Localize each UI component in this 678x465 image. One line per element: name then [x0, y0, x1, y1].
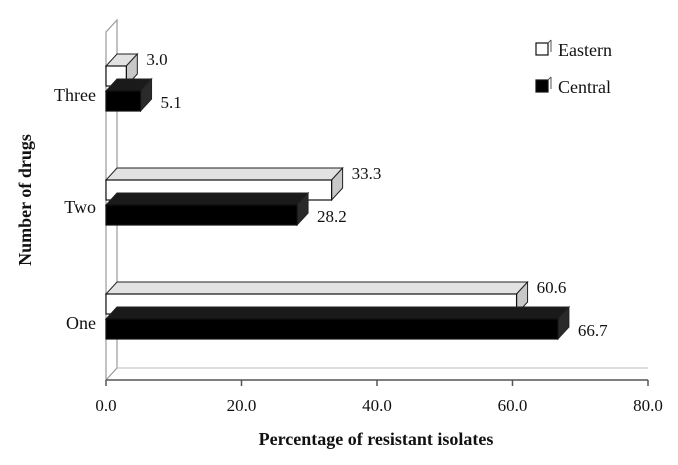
category-labels: One Two Three	[54, 85, 96, 333]
bar-front-face	[105, 204, 298, 226]
legend-item-eastern: Eastern	[535, 39, 612, 60]
data-label-central-two: 28.2	[317, 207, 347, 226]
bars	[104, 52, 571, 341]
x-tick-label: 0.0	[95, 396, 116, 415]
legend-item-central: Central	[535, 76, 611, 97]
x-axis-title: Percentage of resistant isolates	[259, 429, 494, 449]
y-axis-title: Number of drugs	[15, 134, 35, 266]
data-label-eastern-three: 3.0	[146, 50, 167, 69]
x-tick-label: 60.0	[498, 396, 528, 415]
legend-swatch	[535, 79, 549, 93]
x-tick-label: 80.0	[633, 396, 663, 415]
legend-swatch	[535, 42, 549, 56]
bar-top-face	[104, 192, 310, 206]
bar-top-face	[104, 281, 529, 295]
bar-central-two	[104, 191, 310, 227]
category-label-two: Two	[64, 197, 96, 217]
legend: Eastern Central	[535, 39, 612, 97]
category-label-three: Three	[54, 85, 96, 105]
x-axis: 0.0 20.0 40.0 60.0 80.0	[95, 379, 663, 415]
bar-front-face	[105, 318, 559, 340]
data-label-eastern-two: 33.3	[352, 164, 382, 183]
bar-front-face	[105, 90, 142, 112]
bar-top-face	[104, 306, 571, 320]
data-labels: 60.6 66.7 33.3 28.2 3.0 5.1	[146, 50, 608, 340]
data-label-central-three: 5.1	[161, 93, 182, 112]
data-label-eastern-one: 60.6	[537, 278, 567, 297]
bar-top-face	[104, 167, 344, 181]
category-label-one: One	[66, 313, 96, 333]
x-tick-label: 20.0	[227, 396, 257, 415]
legend-label: Central	[558, 77, 611, 97]
data-label-central-one: 66.7	[578, 321, 608, 340]
bar-central-one	[104, 305, 571, 341]
bar-central-three	[104, 77, 153, 113]
legend-label: Eastern	[558, 40, 612, 60]
x-tick-label: 40.0	[362, 396, 392, 415]
